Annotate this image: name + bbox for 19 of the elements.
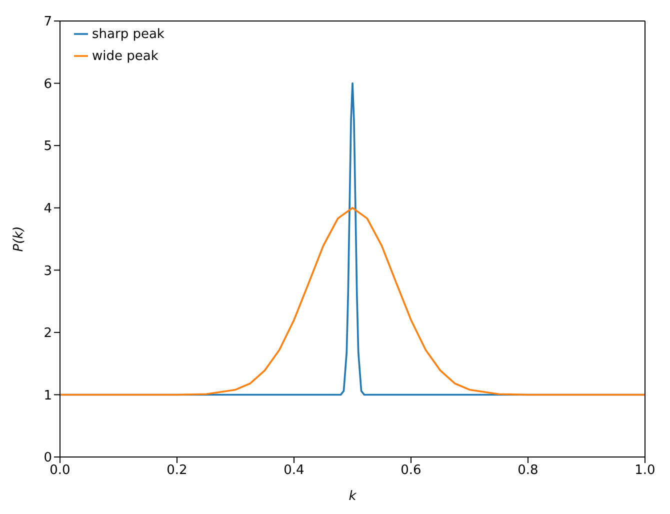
x-tick-label: 0.4 bbox=[284, 463, 304, 478]
x-tick-label: 1.0 bbox=[634, 463, 656, 478]
x-tick-label: 0.8 bbox=[518, 463, 538, 478]
x-tick-label: 0.0 bbox=[50, 463, 70, 478]
x-tick-label: 0.2 bbox=[166, 463, 188, 478]
y-tick-label: 2 bbox=[44, 326, 52, 342]
y-tick-label: 6 bbox=[44, 76, 52, 92]
y-tick-label: 4 bbox=[44, 201, 52, 216]
y-tick-label: 7 bbox=[44, 14, 52, 30]
legend-label: sharp peak bbox=[92, 27, 164, 42]
y-tick-label: 1 bbox=[44, 388, 52, 404]
y-tick-label: 3 bbox=[44, 264, 52, 279]
legend-label: wide peak bbox=[92, 49, 158, 64]
y-tick-label: 5 bbox=[44, 139, 52, 154]
y-axis-title: P(k) bbox=[12, 226, 27, 252]
y-tick-label: 0 bbox=[44, 450, 52, 466]
x-axis-title: k bbox=[348, 489, 357, 504]
line-series bbox=[60, 206, 645, 396]
x-tick-label: 0.6 bbox=[400, 463, 422, 478]
